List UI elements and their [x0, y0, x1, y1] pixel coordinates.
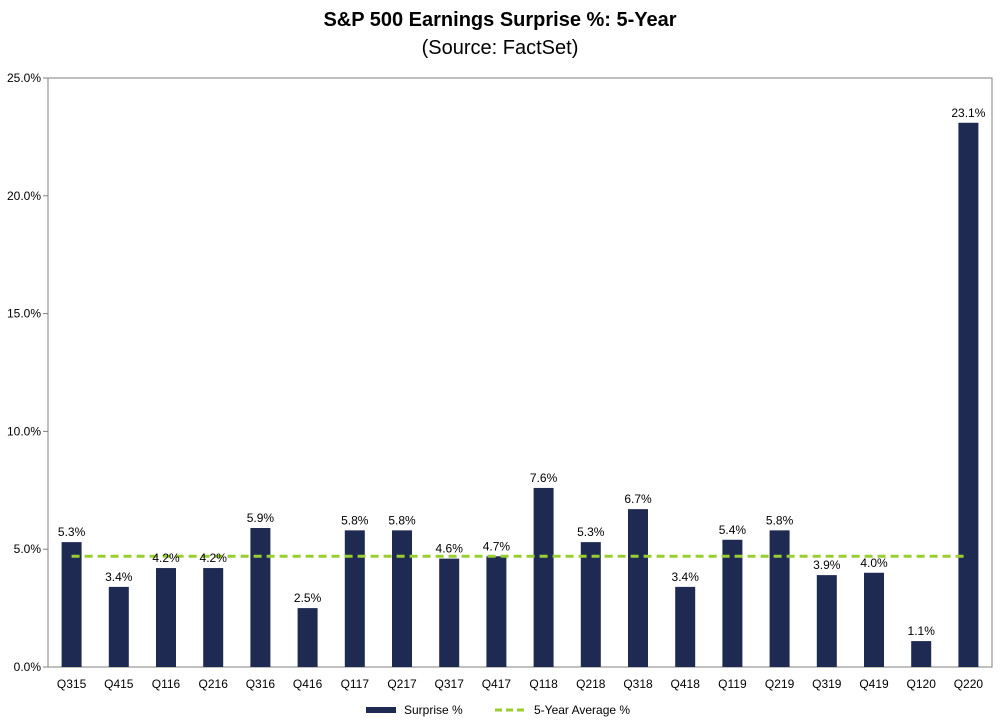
- data-labels: 5.3% 3.4% 4.2% 4.2% 5.9% 2.5% 5.8% 5.8% 4.6% 4.7%…: [58, 106, 986, 638]
- x-tick-label: Q218: [576, 677, 606, 691]
- x-tick-label: Q217: [387, 677, 417, 691]
- bar-data-label: 4.2%: [152, 551, 180, 565]
- bar-data-label: 2.5%: [294, 591, 322, 605]
- bar-data-label: 4.6%: [436, 542, 464, 556]
- y-tick-label: 20.0%: [7, 189, 41, 203]
- bar-data-label: 7.6%: [530, 471, 558, 485]
- bar-data-label: 5.3%: [58, 525, 86, 539]
- bar: [61, 542, 82, 667]
- bar-data-label: 6.7%: [624, 492, 652, 506]
- bar: [203, 568, 224, 667]
- x-tick-label: Q116: [152, 677, 181, 691]
- x-tick-label: Q220: [954, 677, 984, 691]
- y-tick-label: 5.0%: [14, 542, 42, 556]
- bar-data-label: 3.4%: [672, 570, 700, 584]
- chart-subtitle: (Source: FactSet): [422, 37, 579, 59]
- bar: [297, 608, 318, 667]
- bar-data-label: 4.0%: [860, 556, 888, 570]
- bar: [675, 586, 696, 667]
- y-tick-label: 10.0%: [7, 424, 41, 438]
- legend-label-average: 5-Year Average %: [534, 703, 630, 717]
- x-tick-label: Q319: [812, 677, 842, 691]
- x-tick-label: Q119: [718, 677, 747, 691]
- plot-area: [47, 77, 993, 668]
- x-tick-label: Q415: [104, 677, 134, 691]
- bar: [722, 539, 743, 667]
- x-tick-label: Q118: [529, 677, 558, 691]
- x-tick-label: Q318: [623, 677, 653, 691]
- bar: [486, 556, 507, 667]
- bar: [392, 530, 412, 667]
- bar: [769, 530, 790, 667]
- x-axis: Q315 Q415 Q116 Q216 Q316 Q416 Q117 Q217 Q317 Q417…: [57, 677, 983, 691]
- bar-data-label: 5.3%: [577, 525, 605, 539]
- x-tick-label: Q416: [293, 677, 323, 691]
- x-tick-label: Q315: [57, 677, 87, 691]
- x-tick-label: Q316: [246, 677, 276, 691]
- bar-data-label: 3.4%: [105, 570, 133, 584]
- x-tick-label: Q219: [765, 677, 795, 691]
- bar-data-label: 5.4%: [719, 523, 747, 537]
- bar: [156, 568, 176, 667]
- bar-data-label: 5.8%: [341, 513, 369, 527]
- bar: [864, 572, 884, 667]
- bar-series: [61, 122, 979, 668]
- legend-label-surprise: Surprise %: [404, 703, 463, 717]
- y-tick-label: 25.0%: [7, 71, 41, 85]
- bar-data-label: 5.8%: [766, 513, 794, 527]
- y-tick-label: 0.0%: [14, 660, 42, 674]
- x-tick-label: Q120: [907, 677, 937, 691]
- bar: [108, 586, 129, 667]
- bar: [628, 509, 648, 667]
- legend: Surprise % 5-Year Average %: [366, 703, 630, 717]
- y-axis: 0.0% 5.0% 10.0% 15.0% 20.0% 25.0%: [7, 71, 48, 674]
- bar: [816, 575, 837, 667]
- bar: [250, 527, 271, 667]
- bar: [958, 122, 979, 668]
- bar: [533, 487, 554, 667]
- x-tick-label: Q117: [341, 677, 370, 691]
- y-tick-label: 15.0%: [7, 307, 41, 321]
- x-tick-label: Q417: [482, 677, 512, 691]
- x-tick-label: Q216: [199, 677, 229, 691]
- x-tick-label: Q317: [435, 677, 465, 691]
- legend-swatch-surprise: [366, 707, 396, 713]
- bar: [344, 530, 365, 667]
- bar-data-label: 23.1%: [951, 106, 985, 120]
- bar-data-label: 5.9%: [247, 511, 275, 525]
- x-tick-label: Q419: [859, 677, 889, 691]
- bar-data-label: 5.8%: [388, 513, 416, 527]
- bar-data-label: 4.2%: [200, 551, 228, 565]
- bar: [439, 558, 460, 667]
- bar-data-label: 3.9%: [813, 558, 841, 572]
- bar-data-label: 4.7%: [483, 539, 511, 553]
- bar: [911, 641, 932, 667]
- bar-data-label: 1.1%: [908, 624, 936, 638]
- x-tick-label: Q418: [671, 677, 701, 691]
- chart-title: S&P 500 Earnings Surprise %: 5-Year: [323, 9, 676, 31]
- bar: [580, 542, 601, 667]
